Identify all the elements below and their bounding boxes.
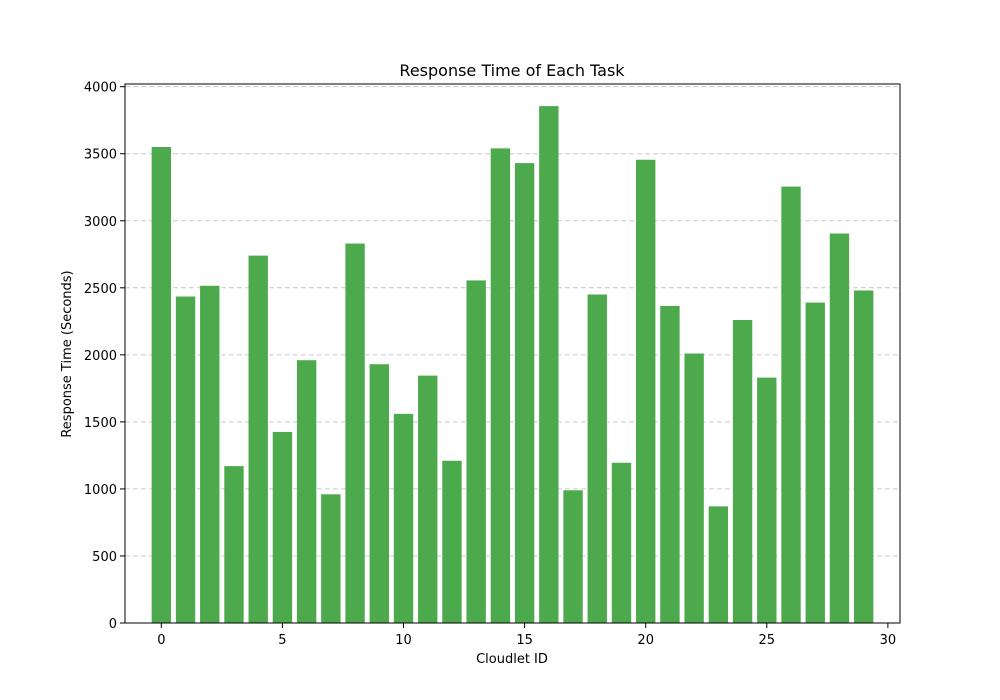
chart-title: Response Time of Each Task <box>399 61 625 80</box>
x-tick-label: 10 <box>395 633 412 648</box>
x-tick-label: 20 <box>637 633 654 648</box>
bar-cloudlet-1 <box>175 296 196 623</box>
y-tick-label: 4000 <box>84 81 117 96</box>
bar-cloudlet-28 <box>829 233 850 623</box>
y-tick-label: 3500 <box>84 148 117 163</box>
x-axis-label: Cloudlet ID <box>476 652 548 667</box>
bar-cloudlet-6 <box>296 360 317 623</box>
bars <box>151 106 874 624</box>
bar-cloudlet-7 <box>321 494 341 623</box>
y-axis-ticks: 0 500 1000 1500 2000 2500 3000 3500 4000 <box>84 81 125 632</box>
x-tick-label: 0 <box>157 633 165 648</box>
x-tick-label: 5 <box>278 633 286 648</box>
bar-cloudlet-17 <box>563 490 583 623</box>
bar-cloudlet-10 <box>393 413 414 623</box>
bar-cloudlet-19 <box>611 462 632 623</box>
bar-cloudlet-8 <box>345 243 365 623</box>
bar-cloudlet-26 <box>781 186 801 623</box>
x-axis-ticks: 0 5 10 15 20 25 30 <box>157 623 896 648</box>
bar-cloudlet-12 <box>442 460 462 623</box>
bar-cloudlet-18 <box>587 294 607 623</box>
bar-cloudlet-3 <box>224 466 244 623</box>
bar-cloudlet-27 <box>805 302 825 623</box>
x-tick-label: 15 <box>516 633 533 648</box>
plot-frame <box>124 83 901 624</box>
y-axis-label: Response Time (Seconds) <box>60 270 75 437</box>
bar-cloudlet-14 <box>490 148 511 623</box>
bar-cloudlet-15 <box>514 163 535 623</box>
x-tick-label: 25 <box>759 633 776 648</box>
bar-cloudlet-5 <box>272 431 293 623</box>
bar-cloudlet-21 <box>660 305 680 623</box>
y-tick-label: 1500 <box>84 416 117 431</box>
bar-cloudlet-4 <box>248 255 268 623</box>
bar-cloudlet-25 <box>757 377 777 623</box>
bar-cloudlet-22 <box>684 353 704 623</box>
bar-cloudlet-11 <box>418 375 438 623</box>
y-tick-label: 2000 <box>84 349 117 364</box>
bar-cloudlet-2 <box>200 285 220 623</box>
y-tick-label: 2500 <box>84 282 117 297</box>
y-tick-label: 0 <box>109 617 117 632</box>
x-tick-label: 30 <box>880 633 897 648</box>
bar-cloudlet-24 <box>732 319 753 623</box>
bar-cloudlet-9 <box>369 364 389 623</box>
bar-cloudlet-0 <box>151 147 172 624</box>
bar-cloudlet-16 <box>539 106 559 624</box>
bar-cloudlet-20 <box>636 159 656 623</box>
y-tick-label: 500 <box>92 550 117 565</box>
bar-cloudlet-29 <box>853 290 874 623</box>
bar-cloudlet-23 <box>708 506 729 623</box>
bar-cloudlet-13 <box>466 280 486 623</box>
y-tick-label: 1000 <box>84 483 117 498</box>
y-tick-label: 3000 <box>84 215 117 230</box>
